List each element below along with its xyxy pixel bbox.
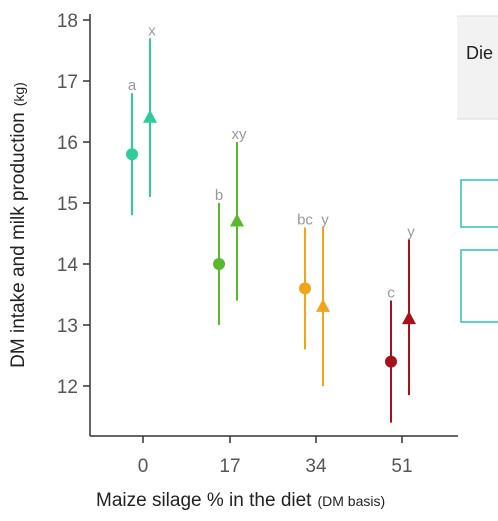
- legend-swatch-box-1: [460, 179, 498, 228]
- y-tick-label: 14: [57, 255, 79, 276]
- significance-label: y: [407, 224, 415, 241]
- x-axis-title-unit: (DM basis): [317, 493, 385, 509]
- x-tick-label: 51: [391, 456, 412, 477]
- y-tick-label: 16: [57, 133, 78, 154]
- significance-label: y: [321, 211, 329, 228]
- y-axis-title-text: DM intake and milk production: [8, 112, 29, 368]
- significance-label: c: [387, 285, 395, 302]
- x-axis-title: Maize silage % in the diet (DM basis): [96, 490, 385, 511]
- significance-label: xy: [232, 126, 248, 143]
- y-tick-label: 13: [57, 316, 78, 337]
- y-ticks: 12 13 14 15 16 17 18: [57, 11, 90, 398]
- legend-header-bg: [457, 16, 498, 119]
- x-tick-label: 17: [219, 456, 240, 477]
- legend-swatch-box-2: [460, 249, 498, 323]
- circle-point: [385, 355, 397, 368]
- significance-label: b: [215, 187, 223, 204]
- y-tick-label: 15: [57, 194, 78, 215]
- y-tick-label: 12: [57, 377, 78, 398]
- significance-label: a: [128, 77, 137, 94]
- triangle-point: [402, 311, 416, 325]
- triangle-point: [143, 109, 157, 123]
- circle-point: [126, 148, 138, 161]
- y-tick-label: 18: [57, 11, 78, 32]
- triangle-point: [230, 213, 244, 227]
- x-ticks: 0 17 34 51: [138, 436, 413, 477]
- axes: [89, 14, 458, 437]
- x-tick-label: 34: [305, 456, 327, 477]
- significance-label: x: [148, 22, 156, 39]
- data-marks: a b bc c x xy y y: [126, 22, 416, 423]
- x-tick-label: 0: [138, 456, 149, 477]
- legend-header-text: Die: [466, 43, 493, 63]
- legend-box: Die: [457, 15, 498, 323]
- y-axis-title: DM intake and milk production (kg): [8, 82, 29, 368]
- y-axis-title-unit: (kg): [11, 82, 27, 106]
- x-axis-title-text: Maize silage % in the diet: [96, 490, 312, 511]
- circle-point: [213, 258, 225, 270]
- significance-label: bc: [297, 211, 313, 228]
- y-tick-label: 17: [57, 72, 78, 93]
- triangle-point: [316, 298, 330, 312]
- circle-point: [299, 282, 311, 295]
